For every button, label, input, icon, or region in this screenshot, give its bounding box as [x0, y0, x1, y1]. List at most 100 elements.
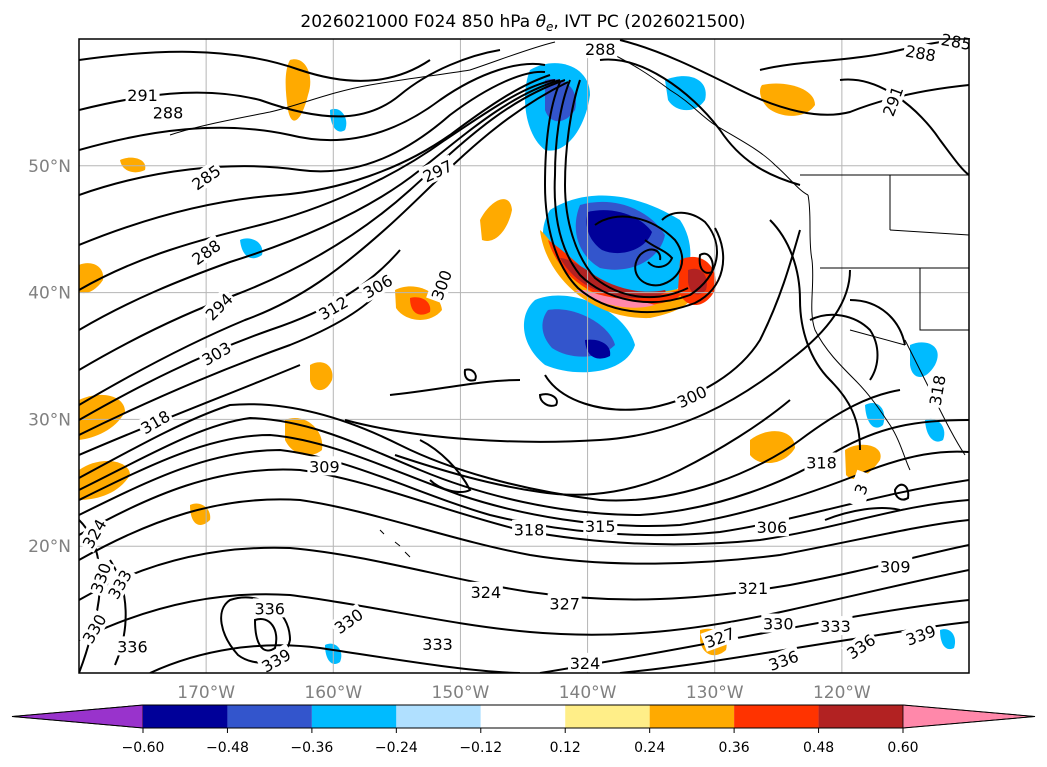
contour-label-bg: [77, 608, 111, 648]
contour-label-bg: [186, 234, 226, 270]
contour-label: 288: [153, 104, 184, 123]
contour-label-bg: [85, 558, 115, 597]
contour-label-bg: [583, 39, 618, 59]
contour-label-bg: [151, 102, 185, 122]
contour-label-bg: [196, 336, 236, 370]
lon-tick-label: 120°W: [813, 683, 871, 703]
colorbar-cell: [311, 705, 397, 728]
contour-label-bg: [328, 603, 368, 639]
contour-label: 333: [422, 635, 453, 654]
colorbar-tick-label: 0.24: [634, 740, 665, 756]
contour-label-bg: [135, 404, 175, 439]
contour-label: 333: [820, 617, 851, 636]
colorbar-tick-label: 0.12: [550, 740, 581, 756]
map-frame: [78, 38, 970, 674]
lat-tick-label: 20°N: [28, 537, 71, 557]
figure-title: 2026021000 F024 850 hPa θe, IVT PC (2026…: [300, 12, 745, 34]
colorbar-cell: [565, 705, 650, 728]
contour-label-bg: [700, 622, 739, 652]
contour-label-bg: [902, 40, 940, 65]
contour-label: 306: [757, 518, 788, 537]
contour-label-bg: [358, 269, 398, 303]
contour-label-bg: [313, 290, 353, 325]
lon-tick-label: 140°W: [559, 683, 617, 703]
contour-label-bg: [672, 380, 712, 412]
contour-label-bg: [417, 154, 457, 187]
contour-label-bg: [804, 452, 839, 472]
colorbar-cell: [480, 705, 566, 728]
colorbar-tick-label: 0.48: [803, 740, 834, 756]
colorbar-tick-label: −0.12: [459, 740, 502, 756]
contour-label-bg: [199, 287, 238, 325]
contour-label-bg: [735, 578, 770, 598]
contour-label-bg: [818, 616, 853, 636]
contour-label-bg: [468, 581, 503, 601]
contour-label-bg: [901, 619, 940, 650]
contour-label-bg: [77, 513, 111, 553]
contour-label-bg: [937, 28, 975, 54]
colorbar[interactable]: −0.60 −0.48 −0.36 −0.24 −0.12 0.12 0.24 0.36 0.4…: [11, 704, 1036, 756]
colorbar-tick-label: 0.60: [887, 740, 918, 756]
colorbar-extend-low: [11, 704, 144, 729]
axis-ticks: 170°W 160°W 150°W 140°W 130°W 120°W 50°N 40°N 30…: [28, 157, 871, 703]
colorbar-extend-high: [902, 704, 1036, 729]
lon-tick-label: 150°W: [432, 683, 490, 703]
contour-label-bg: [426, 265, 456, 305]
contour-label: 309: [880, 557, 911, 576]
contour-label: 318: [806, 454, 837, 473]
contour-label-bg: [924, 371, 950, 409]
colorbar-cell: [649, 705, 735, 728]
contour-label-bg: [877, 81, 907, 121]
contour-label: 336: [117, 637, 148, 656]
contour-label-bg: [568, 652, 603, 672]
contour-label: 291: [127, 86, 158, 105]
contour-label-bg: [547, 593, 582, 613]
contour-label-bg: [845, 469, 876, 509]
colorbar-cell: [396, 705, 481, 728]
lon-tick-label: 160°W: [304, 683, 362, 703]
contour-label-bg: [125, 84, 160, 104]
contour-label: 324: [570, 654, 601, 673]
colorbar-tick-label: −0.48: [206, 740, 249, 756]
contour-label: 321: [738, 579, 769, 598]
contour-label-bg: [186, 159, 226, 195]
lat-tick-label: 50°N: [28, 157, 71, 177]
contour-label-bg: [420, 633, 455, 653]
colorbar-tick-label: 0.36: [719, 740, 750, 756]
contour-label-bg: [512, 519, 547, 539]
contour-label: 324: [471, 583, 502, 602]
contour-label-bg: [878, 556, 913, 576]
contour-label: 318: [514, 521, 545, 540]
contour-label-bg: [761, 613, 796, 633]
contour-label-bg: [256, 643, 296, 677]
colorbar-tick-label: −0.60: [122, 740, 165, 756]
lon-tick-label: 130°W: [686, 683, 744, 703]
colorbar-cell: [818, 705, 903, 728]
lat-tick-label: 40°N: [28, 284, 71, 304]
contour-label-bg: [307, 456, 342, 476]
colorbar-tick-label: −0.24: [375, 740, 418, 756]
contour-label-bg: [102, 564, 136, 604]
contour-label: 330: [763, 615, 794, 634]
contour-label: 327: [549, 594, 580, 613]
contour-label: 315: [585, 517, 616, 536]
contour-label-bg: [583, 515, 618, 535]
contour-label-bg: [252, 598, 287, 618]
ivt-shading: [79, 59, 956, 665]
colorbar-cell: [734, 705, 819, 728]
contour-label: 288: [585, 40, 616, 59]
contour-label: 309: [309, 457, 340, 476]
colorbar-cell: [227, 705, 312, 728]
contour-label: 336: [254, 599, 285, 618]
contour-label-bg: [841, 628, 881, 664]
colorbar-cell: [143, 705, 228, 728]
colorbar-tick-label: −0.36: [290, 740, 333, 756]
contour-label-bg: [115, 636, 150, 656]
contour-label-bg: [763, 645, 803, 675]
lon-tick-label: 170°W: [177, 683, 235, 703]
contour-label-bg: [754, 517, 789, 537]
lat-tick-label: 30°N: [28, 410, 71, 430]
